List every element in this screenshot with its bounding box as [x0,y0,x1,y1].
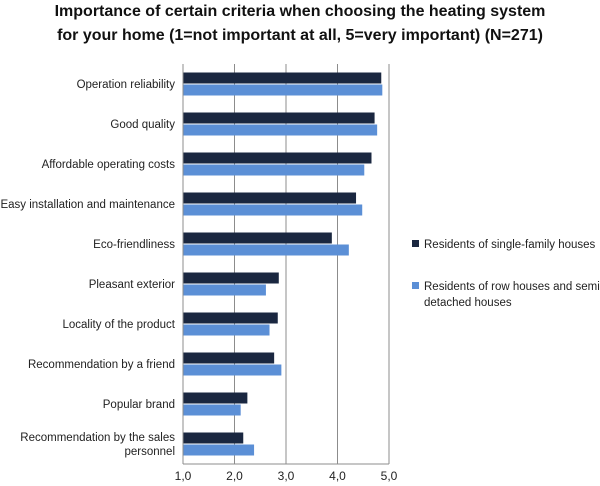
bars [183,72,383,456]
legend-label-2: Residents of row houses and semi- [424,281,600,293]
category-label: Affordable operating costs [42,159,176,171]
category-label: Recommendation by a friend [28,359,175,371]
bar-series-2 [183,124,378,136]
category-label: Popular brand [103,399,175,411]
x-tick-label: 4,0 [329,469,346,483]
chart-title-line-1: Importance of certain criteria when choo… [55,3,546,20]
category-label: Recommendation by the sales [20,432,175,444]
bar-series-1 [183,192,357,204]
x-tick-label: 2,0 [226,469,243,483]
x-tick-label: 5,0 [381,469,398,483]
category-label: Eco-friendliness [93,239,175,251]
bar-series-2 [183,204,363,216]
x-tick-label: 3,0 [278,469,295,483]
x-tick-labels: 1,0 2,0 3,0 4,0 5,0 [175,469,398,483]
bar-series-1 [183,432,244,444]
bar-series-2 [183,244,349,256]
bar-series-2 [183,324,270,336]
bar-series-2 [183,284,266,296]
gridlines [234,64,390,464]
bar-series-1 [183,392,248,404]
x-tick-label: 1,0 [175,469,192,483]
chart-title: Importance of certain criteria when choo… [55,3,546,44]
bar-series-2 [183,404,241,416]
bar-series-1 [183,352,275,364]
legend-swatch-1 [412,240,419,247]
category-label: Locality of the product [62,319,175,331]
legend-swatch-2 [412,282,419,289]
bar-series-1 [183,112,375,124]
bar-series-1 [183,72,382,84]
category-label: Pleasant exterior [89,279,175,291]
category-label: Easy installation and maintenance [0,199,175,211]
chart-title-line-2: for your home (1=not important at all, 5… [57,27,543,44]
category-labels: Operation reliability Good quality Afforda… [0,79,175,458]
bar-series-2 [183,84,383,96]
axes [182,64,389,465]
bar-series-1 [183,152,372,164]
bar-series-1 [183,272,279,284]
category-label: Good quality [110,119,175,131]
legend-label-1: Residents of single-family houses [424,239,596,251]
category-label: Operation reliability [77,79,176,91]
bar-series-2 [183,444,255,456]
bar-series-1 [183,232,332,244]
bar-series-2 [183,364,282,376]
category-label: personnel [124,446,175,458]
bar-series-1 [183,312,278,324]
legend: Residents of single-family houses Residen… [412,239,600,309]
legend-label-2: detached houses [424,297,512,309]
bar-series-2 [183,164,365,176]
